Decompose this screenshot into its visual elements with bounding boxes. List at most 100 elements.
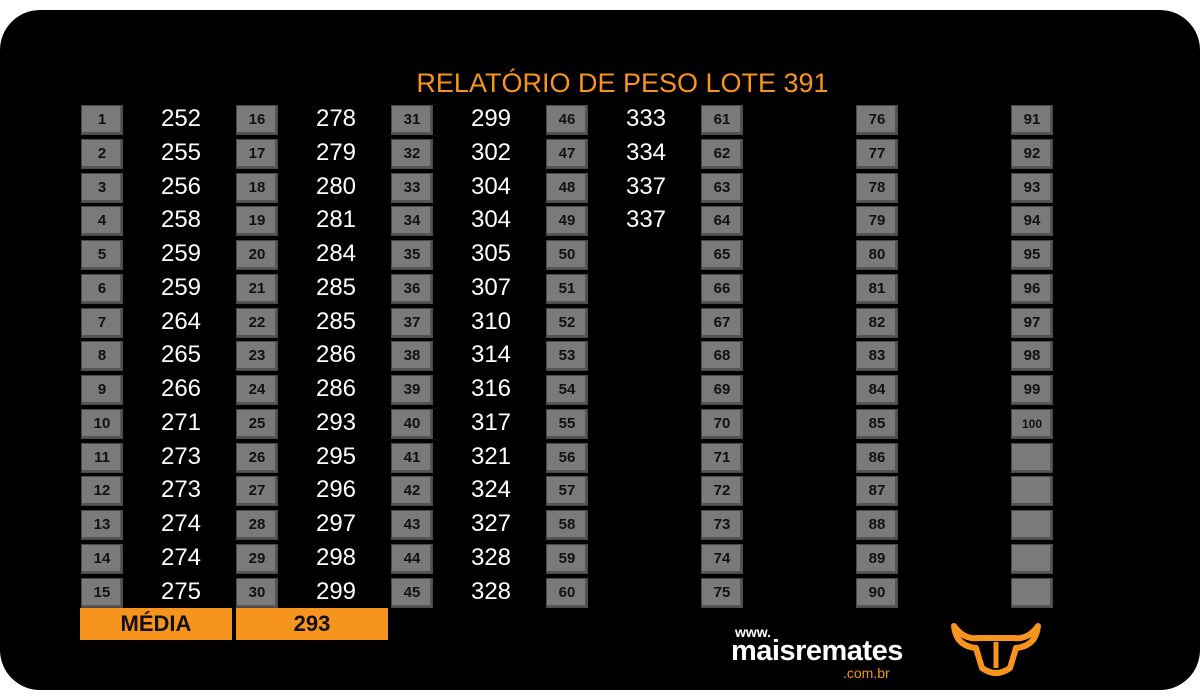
animal-number: 97 xyxy=(1011,307,1053,338)
animal-number: 43 xyxy=(391,510,433,540)
weight: 285 xyxy=(315,273,357,301)
weight: 280 xyxy=(315,172,357,200)
animal-number: 41 xyxy=(391,442,433,473)
animal-number: 24 xyxy=(236,375,278,405)
animal-number: 44 xyxy=(391,543,433,574)
animal-number: 60 xyxy=(546,577,588,608)
animal-number: 15 xyxy=(81,577,123,608)
weight: 275 xyxy=(160,577,202,605)
animal-number: 64 xyxy=(701,206,743,237)
animal-number: 35 xyxy=(391,240,433,270)
weight: 299 xyxy=(315,577,357,605)
animal-number: 93 xyxy=(1011,172,1053,203)
weight: 296 xyxy=(315,476,357,504)
animal-number: 87 xyxy=(856,476,898,507)
animal-number: 2 xyxy=(81,138,123,169)
weight: 334 xyxy=(625,138,667,166)
animal-number: 1 xyxy=(81,105,123,135)
animal-number: 78 xyxy=(856,172,898,203)
animal-number: 28 xyxy=(236,510,278,540)
animal-number: 32 xyxy=(391,138,433,169)
animal-number: 62 xyxy=(701,138,743,169)
animal-number: 98 xyxy=(1011,341,1053,372)
animal-number: 61 xyxy=(701,105,743,135)
animal-number: 73 xyxy=(701,510,743,540)
empty-cell xyxy=(1011,577,1053,608)
weight: 302 xyxy=(470,138,512,166)
animal-number: 4 xyxy=(81,206,123,237)
weight: 285 xyxy=(315,307,357,335)
animal-number: 83 xyxy=(856,341,898,372)
animal-number: 66 xyxy=(701,273,743,304)
bull-logo xyxy=(951,623,1041,676)
weight: 310 xyxy=(470,307,512,335)
animal-number: 5 xyxy=(81,240,123,270)
animal-number: 14 xyxy=(81,543,123,574)
animal-number: 49 xyxy=(546,206,588,237)
weight: 314 xyxy=(470,341,512,369)
animal-number: 65 xyxy=(701,240,743,270)
animal-number: 25 xyxy=(236,408,278,439)
animal-number: 57 xyxy=(546,476,588,507)
animal-number: 12 xyxy=(81,476,123,507)
animal-number: 42 xyxy=(391,476,433,507)
animal-number: 27 xyxy=(236,476,278,507)
animal-number: 72 xyxy=(701,476,743,507)
weight: 259 xyxy=(160,273,202,301)
weight: 284 xyxy=(315,240,357,267)
animal-number: 34 xyxy=(391,206,433,237)
animal-number: 51 xyxy=(546,273,588,304)
animal-number: 7 xyxy=(81,307,123,338)
animal-number: 84 xyxy=(856,375,898,405)
weight: 337 xyxy=(625,206,667,234)
report-title: RELATÓRIO DE PESO LOTE 391 xyxy=(416,68,829,98)
weight: 273 xyxy=(160,442,202,470)
weight: 252 xyxy=(160,105,202,132)
report-card: RELATÓRIO DE PESO LOTE 391 MÉDIA 293 www… xyxy=(0,10,1200,690)
weight: 327 xyxy=(470,510,512,537)
animal-number: 38 xyxy=(391,341,433,372)
logo-domain: .com.br xyxy=(843,665,890,681)
animal-number: 77 xyxy=(856,138,898,169)
animal-number: 88 xyxy=(856,510,898,540)
animal-number: 80 xyxy=(856,240,898,270)
animal-number: 59 xyxy=(546,543,588,574)
empty-cell xyxy=(1011,476,1053,507)
animal-number: 21 xyxy=(236,273,278,304)
animal-number: 74 xyxy=(701,543,743,574)
weight: 297 xyxy=(315,510,357,537)
animal-number: 69 xyxy=(701,375,743,405)
weight: 293 xyxy=(315,408,357,436)
animal-number: 76 xyxy=(856,105,898,135)
animal-number: 22 xyxy=(236,307,278,338)
animal-number: 45 xyxy=(391,577,433,608)
animal-number: 95 xyxy=(1011,240,1053,270)
animal-number: 53 xyxy=(546,341,588,372)
animal-number: 9 xyxy=(81,375,123,405)
animal-number: 85 xyxy=(856,408,898,439)
animal-number: 19 xyxy=(236,206,278,237)
animal-number: 92 xyxy=(1011,138,1053,169)
animal-number: 20 xyxy=(236,240,278,270)
weight: 305 xyxy=(470,240,512,267)
logo-prefix: www. xyxy=(735,624,772,640)
animal-number: 31 xyxy=(391,105,433,135)
animal-number: 8 xyxy=(81,341,123,372)
animal-number: 58 xyxy=(546,510,588,540)
animal-number: 70 xyxy=(701,408,743,439)
weight: 279 xyxy=(315,138,357,166)
weight: 274 xyxy=(160,543,202,571)
animal-number: 6 xyxy=(81,273,123,304)
animal-number: 90 xyxy=(856,577,898,608)
animal-number: 46 xyxy=(546,105,588,135)
animal-number: 68 xyxy=(701,341,743,372)
animal-number: 13 xyxy=(81,510,123,540)
animal-number: 40 xyxy=(391,408,433,439)
animal-number: 26 xyxy=(236,442,278,473)
weight: 328 xyxy=(470,543,512,571)
animal-number: 50 xyxy=(546,240,588,270)
animal-number: 47 xyxy=(546,138,588,169)
animal-number: 16 xyxy=(236,105,278,135)
animal-number: 99 xyxy=(1011,375,1053,405)
